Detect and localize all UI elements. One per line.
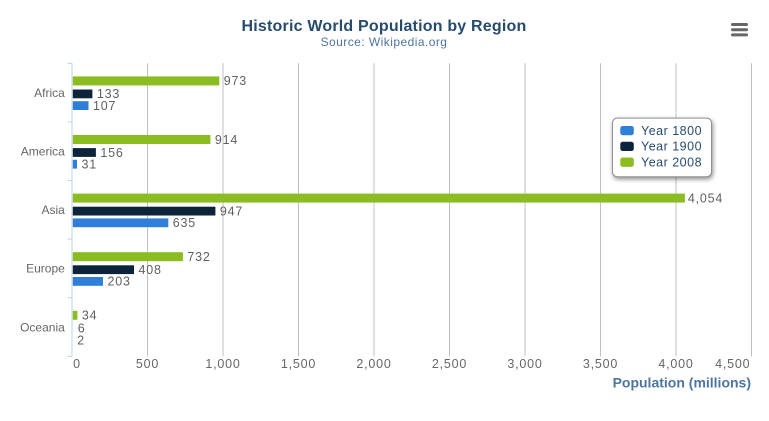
- svg-text:500: 500: [136, 357, 159, 371]
- svg-text:133: 133: [97, 87, 120, 101]
- svg-text:0: 0: [73, 357, 81, 371]
- svg-text:America: America: [21, 145, 65, 159]
- svg-text:Year 2008: Year 2008: [641, 156, 702, 170]
- svg-text:107: 107: [93, 99, 116, 113]
- svg-text:4,054: 4,054: [688, 191, 723, 205]
- svg-text:203: 203: [108, 275, 131, 289]
- svg-text:914: 914: [215, 133, 238, 147]
- svg-text:Africa: Africa: [34, 86, 65, 100]
- svg-text:4,000: 4,000: [658, 357, 693, 371]
- svg-text:3,500: 3,500: [583, 357, 618, 371]
- svg-text:2,000: 2,000: [356, 357, 391, 371]
- svg-text:2,500: 2,500: [432, 357, 467, 371]
- svg-text:1,000: 1,000: [205, 357, 240, 371]
- svg-text:732: 732: [187, 250, 210, 264]
- svg-text:156: 156: [100, 146, 123, 160]
- svg-text:635: 635: [173, 216, 196, 230]
- svg-text:Source: Wikipedia.org: Source: Wikipedia.org: [321, 35, 448, 49]
- svg-text:Europe: Europe: [26, 262, 65, 276]
- svg-text:34: 34: [82, 309, 98, 323]
- svg-text:4,500: 4,500: [715, 357, 750, 371]
- svg-text:2: 2: [77, 333, 85, 347]
- svg-text:Historic World Population by R: Historic World Population by Region: [242, 18, 527, 35]
- svg-text:Year 1900: Year 1900: [641, 140, 702, 154]
- svg-text:Asia: Asia: [41, 203, 65, 217]
- svg-text:Oceania: Oceania: [20, 320, 65, 334]
- svg-text:973: 973: [224, 74, 247, 88]
- svg-text:6: 6: [78, 322, 86, 336]
- svg-text:3,000: 3,000: [507, 357, 542, 371]
- svg-text:Year 1800: Year 1800: [641, 124, 702, 138]
- svg-text:Population (millions): Population (millions): [613, 375, 751, 391]
- svg-text:408: 408: [139, 263, 162, 277]
- svg-text:947: 947: [220, 204, 243, 218]
- svg-text:31: 31: [82, 158, 98, 172]
- svg-text:1,500: 1,500: [281, 357, 316, 371]
